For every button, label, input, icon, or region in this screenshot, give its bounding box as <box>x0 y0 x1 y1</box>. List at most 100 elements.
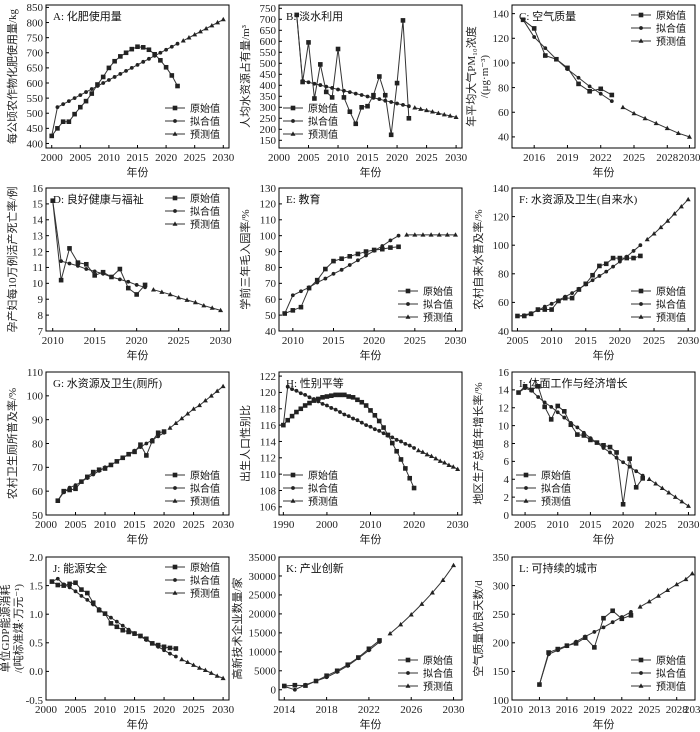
data-point <box>364 423 369 428</box>
x-tick-label: 2020 <box>153 704 176 716</box>
data-point <box>598 91 603 96</box>
data-point <box>577 286 581 291</box>
series-predicted <box>150 287 224 313</box>
x-tick-label: 2005 <box>298 152 321 164</box>
x-tick-label: 2030 <box>210 335 233 347</box>
legend-item-predicted: 预测值 <box>165 587 220 600</box>
legend-marker-icon <box>638 38 644 43</box>
data-point <box>394 448 399 454</box>
data-point <box>359 105 364 110</box>
x-tick-label: 2010 <box>327 152 350 164</box>
series-line <box>538 610 632 685</box>
y-tick-label: 5000 <box>254 666 277 678</box>
data-point <box>536 308 540 313</box>
legend-item-predicted: 预测值 <box>165 128 220 141</box>
data-point <box>78 93 83 97</box>
series-original <box>50 198 148 297</box>
data-point <box>114 624 120 630</box>
series-fitted <box>50 576 178 659</box>
series-predicted <box>637 570 695 609</box>
series-predicted <box>167 383 226 430</box>
y-tick-label: 550 <box>27 93 44 105</box>
data-point <box>386 433 390 438</box>
data-point <box>575 425 580 430</box>
data-point <box>394 437 399 442</box>
data-point <box>412 446 416 450</box>
data-point <box>290 293 295 298</box>
legend-label: 拟合值 <box>423 667 453 680</box>
x-tick-label: 2030 <box>677 335 700 347</box>
legend-label: 原始值 <box>308 102 338 115</box>
data-point <box>515 314 520 318</box>
data-point <box>433 456 439 461</box>
data-point <box>66 99 71 104</box>
series-predicted <box>179 656 226 681</box>
data-point <box>522 313 527 318</box>
data-point <box>158 50 163 55</box>
x-tick-label: 2030 <box>445 152 468 164</box>
data-point <box>581 433 587 438</box>
data-point <box>404 232 410 237</box>
y-tick-label: 80 <box>265 262 277 274</box>
data-point <box>337 392 343 398</box>
series-original <box>282 244 401 316</box>
data-point <box>548 417 554 422</box>
legend-item-fitted: 拟合值 <box>165 115 220 128</box>
legend-item-original: 原始值 <box>398 285 453 298</box>
data-point <box>167 291 173 297</box>
legend-label: 拟合值 <box>308 115 338 128</box>
data-point <box>73 589 78 594</box>
x-tick-label: 2019 <box>583 704 606 716</box>
data-point <box>563 294 568 299</box>
data-point <box>610 620 615 625</box>
data-point <box>444 232 450 237</box>
data-point <box>685 503 691 508</box>
legend-label: 预测值 <box>423 311 453 324</box>
legend-item-predicted: 预测值 <box>165 495 220 508</box>
chart-panel-f: 2005 2010 2015 2020 2025 2030 40 60 80 100 120 140 年… <box>471 183 700 362</box>
y-tick-label: 650 <box>260 25 277 37</box>
legend-item-original: 原始值 <box>165 192 220 205</box>
y-axis-label: 学前三年毛入园率/% <box>238 209 252 309</box>
y-tick-label: 25000 <box>249 590 277 602</box>
x-tick-label: 2025 <box>643 335 666 347</box>
y-tick-label: 90 <box>265 246 277 258</box>
y-tick-label: 80 <box>32 438 44 450</box>
x-tick-label: 2025 <box>183 519 206 531</box>
y-tick-label: -0.5 <box>26 695 44 707</box>
data-point <box>574 639 578 644</box>
x-tick-label: 2020 <box>363 335 386 347</box>
data-point <box>67 246 72 251</box>
data-point <box>666 490 672 495</box>
y-tick-label: 122 <box>260 371 277 383</box>
data-point <box>418 106 424 111</box>
data-point <box>371 92 376 98</box>
data-point <box>659 485 665 490</box>
data-point <box>610 608 615 614</box>
series-predicted <box>387 562 457 636</box>
x-tick-label: 2015 <box>124 519 147 531</box>
y-tick-label: 60 <box>498 297 510 309</box>
data-point <box>323 266 328 272</box>
data-point <box>429 590 435 595</box>
y-tick-label: 4 <box>504 474 510 486</box>
panel-title: I: 体面工作与经济增长 <box>519 376 627 390</box>
series-line <box>296 14 410 135</box>
data-point <box>411 485 417 491</box>
legend-item-original: 原始值 <box>516 469 571 482</box>
x-tick-label: 2025 <box>404 335 427 347</box>
x-tick-label: 2030 <box>212 519 235 531</box>
data-point <box>353 91 358 96</box>
data-point <box>107 78 111 82</box>
data-point <box>364 253 368 258</box>
data-point <box>92 273 97 278</box>
data-point <box>185 411 191 416</box>
data-point <box>532 35 537 39</box>
data-point <box>49 134 54 138</box>
x-tick-label: 2020 <box>153 519 176 531</box>
data-point <box>59 259 64 263</box>
data-point <box>617 255 623 261</box>
legend-item-fitted: 拟合值 <box>283 115 338 128</box>
